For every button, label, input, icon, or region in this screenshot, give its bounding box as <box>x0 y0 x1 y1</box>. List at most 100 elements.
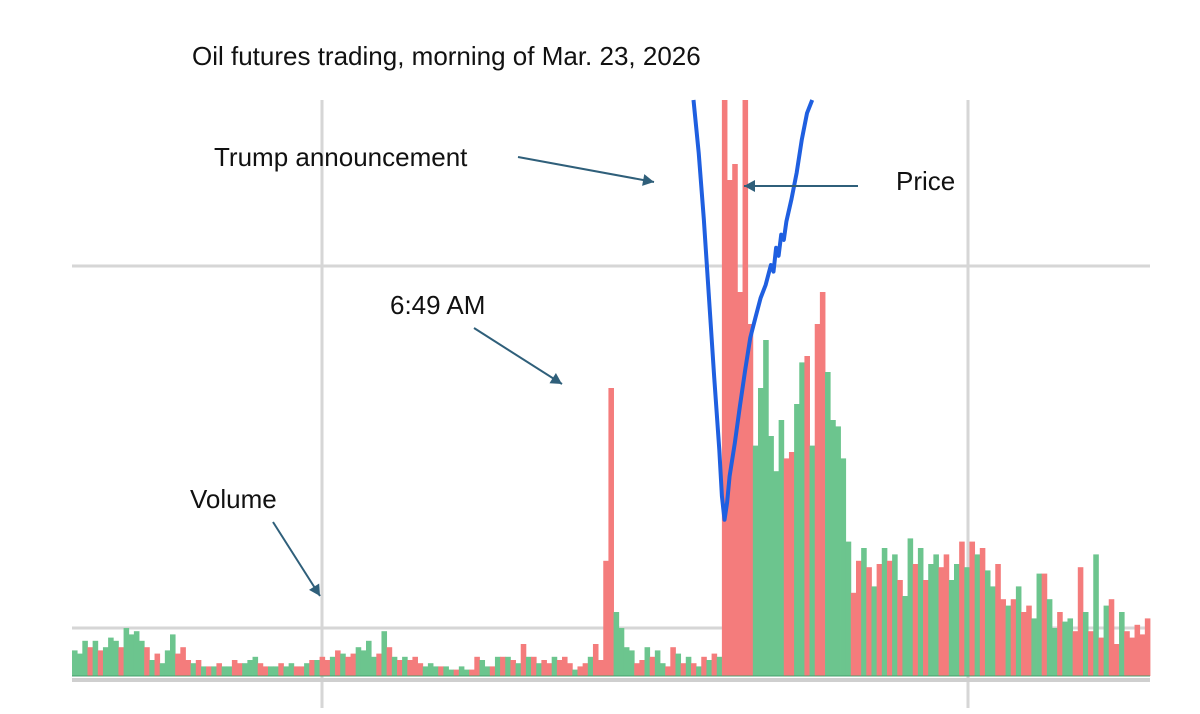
volume-bar <box>696 666 702 676</box>
volume-bar <box>1119 612 1125 676</box>
volume-bar <box>293 666 300 676</box>
volume-bar <box>928 564 934 676</box>
volume-bar <box>82 640 88 676</box>
volume-bar <box>175 653 181 676</box>
volume-bar <box>433 666 439 676</box>
volume-bar <box>92 640 99 676</box>
volume-bar <box>438 666 444 676</box>
volume-bar <box>845 541 852 676</box>
volume-bar <box>1005 605 1012 676</box>
volume-bar <box>283 666 290 676</box>
volume-bar <box>670 647 676 676</box>
volume-bar <box>840 458 847 676</box>
volume-bar <box>763 340 769 676</box>
volume-bar <box>324 660 331 676</box>
volume-bar <box>340 653 346 676</box>
volume-bar <box>1103 605 1110 676</box>
volume-bar <box>943 554 950 676</box>
volume-bar <box>897 580 903 676</box>
volume-bar <box>964 567 970 676</box>
volume-bar <box>881 548 888 676</box>
volume-bar <box>654 650 661 676</box>
volume-bar <box>123 628 130 676</box>
trump-arrow <box>517 156 655 186</box>
volume-bar <box>133 631 140 676</box>
volume-bar <box>536 663 542 676</box>
volume-bar <box>598 660 604 676</box>
volume-bar <box>644 647 651 676</box>
volume-bar <box>582 663 589 676</box>
volume-bar <box>809 445 816 676</box>
volume-bar <box>262 666 269 676</box>
volume-bar <box>402 656 408 676</box>
volume-bar <box>876 564 883 676</box>
volume-bar <box>278 663 284 676</box>
volume-bar <box>237 663 243 676</box>
volume-bar <box>211 666 217 676</box>
volume-bar <box>737 292 743 676</box>
volume-bar <box>108 637 114 676</box>
volume-bar <box>567 663 573 676</box>
volume-bar <box>794 404 800 676</box>
volume-bar <box>216 663 222 676</box>
volume-bar <box>1052 628 1058 676</box>
volume-bar <box>969 541 976 676</box>
trump-annotation-label: Trump announcement <box>214 142 468 172</box>
volume-bar <box>634 663 640 676</box>
volume-bar <box>164 650 171 676</box>
volume-bar <box>154 653 161 676</box>
volume-bar <box>309 660 315 676</box>
volume-bar <box>1139 634 1146 676</box>
volume-bar <box>1046 599 1053 676</box>
volume-bar <box>484 666 491 676</box>
volume-bar <box>825 372 831 676</box>
volume-bar <box>727 180 733 676</box>
volume-bar <box>1041 573 1048 676</box>
price-line <box>691 99 815 522</box>
time-arrow <box>473 327 563 385</box>
volume-bar <box>525 656 532 676</box>
volume-bar <box>1144 618 1151 676</box>
volume-bar <box>917 548 924 676</box>
volume-bar <box>479 660 486 676</box>
volume-bar <box>778 420 785 676</box>
volume-bar <box>979 548 986 676</box>
volume-bar <box>1021 612 1027 676</box>
volume-bar <box>938 567 945 676</box>
volume-bar <box>494 656 501 676</box>
volume-bar <box>783 458 790 676</box>
volume-bar <box>912 564 919 676</box>
volume-bar <box>252 656 259 676</box>
volume-bar <box>360 650 367 676</box>
volume-bar <box>159 663 166 676</box>
volume-bar <box>231 660 238 676</box>
volume-bar <box>886 560 893 676</box>
volume-bar <box>1000 599 1006 676</box>
volume-bar <box>195 660 202 676</box>
volume-bar <box>1067 618 1074 676</box>
volume-bar <box>1113 644 1120 676</box>
volume-bar <box>701 656 707 676</box>
volume-bar <box>1057 612 1063 676</box>
volume-bar <box>1124 631 1130 676</box>
volume-bar <box>242 663 248 676</box>
volume-bar <box>592 644 599 676</box>
volume-bar <box>814 324 821 676</box>
volume-bar <box>350 653 357 676</box>
volume-bar <box>505 656 511 676</box>
volume-bar <box>427 663 434 676</box>
volume-bar <box>603 560 609 676</box>
volume-bar <box>716 656 723 676</box>
volume-bar <box>1077 567 1084 676</box>
volume-bar <box>541 660 547 676</box>
volume-bar <box>206 666 212 676</box>
volume-bar <box>1062 621 1068 676</box>
volume-bar <box>170 634 176 676</box>
volume-bar <box>185 660 192 676</box>
volume-bar <box>221 666 228 676</box>
volume-bar <box>675 653 682 676</box>
volume-bar <box>732 164 738 676</box>
volume-bar <box>608 388 614 676</box>
volume-bar <box>474 656 480 676</box>
